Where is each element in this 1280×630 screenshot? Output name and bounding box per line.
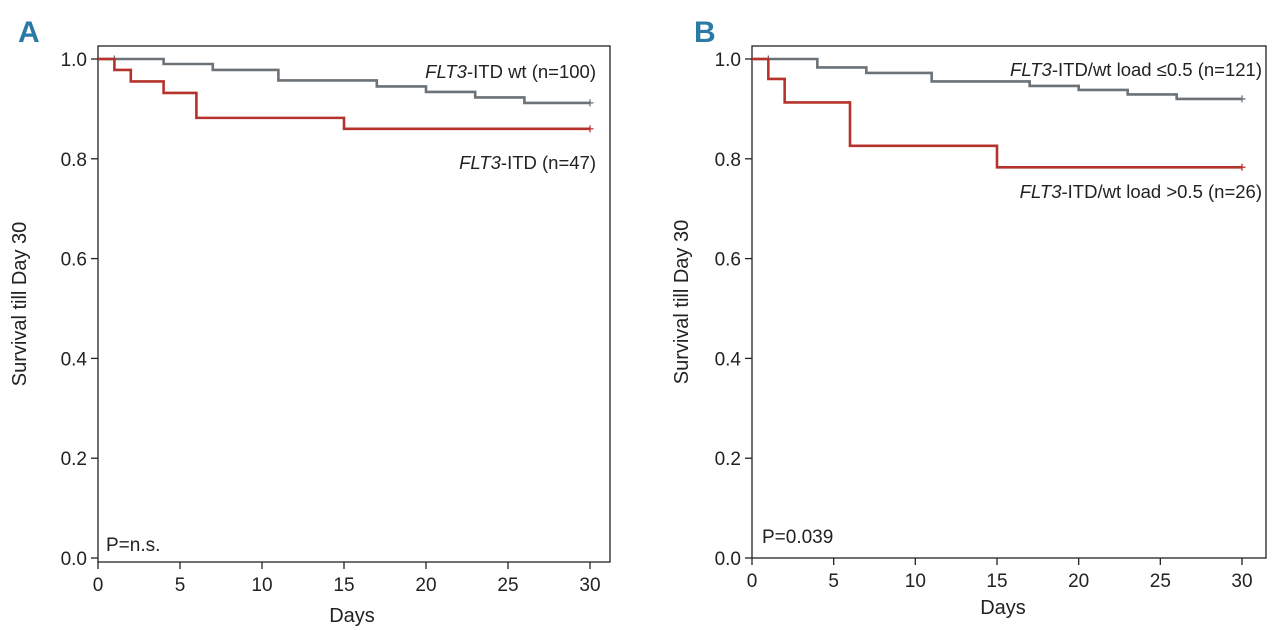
panel-a-x-tick-label-25: 25 xyxy=(497,575,518,596)
panel-b-legend-high-rest: -ITD/wt load >0.5 (n=26) xyxy=(1061,181,1262,202)
panel-b-series xyxy=(752,55,1246,171)
panel-a: A 0 5 10 15 20 25 30 0.0 0.2 0.4 0.6 0.8 1.0 Days Su… xyxy=(9,16,611,627)
panel-a-legend-wt: FLT3-ITD wt (n=100) xyxy=(425,61,596,82)
panel-a-y-tick-label-4: 0.8 xyxy=(61,150,87,171)
panel-a-x-tick-label-10: 10 xyxy=(251,575,272,596)
panel-a-legend-itd-gene: FLT3 xyxy=(459,152,502,173)
panel-b-x-tick-label-0: 0 xyxy=(747,571,758,592)
panel-a-y-tick-label-3: 0.6 xyxy=(61,250,87,271)
panel-b-x-tick-label-30: 30 xyxy=(1231,571,1252,592)
panel-b-x-tick-label-20: 20 xyxy=(1068,571,1089,592)
panel-b-y-tick-label-0: 0.0 xyxy=(715,549,741,570)
panel-b-series-0-censor-1 xyxy=(1238,95,1246,103)
panel-b-x-label: Days xyxy=(980,597,1026,619)
panel-b-legend-low-gene: FLT3 xyxy=(1010,59,1053,80)
panel-b-y-tick-label-4: 0.8 xyxy=(715,150,741,171)
panel-a-series-1-censor-0 xyxy=(586,125,594,133)
panel-b-y-tick-label-5: 1.0 xyxy=(715,50,741,71)
panel-a-legend-wt-gene: FLT3 xyxy=(425,61,468,82)
panel-b-x-tick-label-10: 10 xyxy=(905,571,926,592)
panel-b-y-tick-label-1: 0.2 xyxy=(715,449,741,470)
panel-a-x-tick-label-15: 15 xyxy=(333,575,354,596)
panel-a-y-tick-label-0: 0.0 xyxy=(61,549,87,570)
panel-a-series-0-censor-1 xyxy=(586,99,594,107)
panel-b-y-tick-label-2: 0.4 xyxy=(715,349,742,370)
panel-b-letter: B xyxy=(694,16,716,49)
panel-b-x-tick-label-25: 25 xyxy=(1150,571,1171,592)
panel-a-x-tick-label-0: 0 xyxy=(93,575,104,596)
panel-a-y-tick-label-1: 0.2 xyxy=(61,449,87,470)
panel-b-series-0-curve xyxy=(752,57,1242,101)
panel-a-letter: A xyxy=(18,16,40,49)
panel-a-x-tick-label-30: 30 xyxy=(579,575,600,596)
panel-a-y-tick-label-5: 1.0 xyxy=(61,50,87,71)
panel-a-x-tick-label-5: 5 xyxy=(175,575,186,596)
panel-a-legend-itd: FLT3-ITD (n=47) xyxy=(459,152,596,173)
panel-b-legend-low-rest: -ITD/wt load ≤0.5 (n=121) xyxy=(1052,59,1262,80)
panel-b-legend-high: FLT3-ITD/wt load >0.5 (n=26) xyxy=(1020,181,1262,202)
panel-b-legend-high-gene: FLT3 xyxy=(1020,181,1063,202)
panel-a-p-value: P=n.s. xyxy=(106,535,160,556)
panel-b-ticks: 0 5 10 15 20 25 30 0.0 0.2 0.4 0.6 0.8 1.0 xyxy=(715,50,1253,592)
panel-a-x-label: Days xyxy=(329,605,375,627)
panel-a-x-tick-label-20: 20 xyxy=(415,575,436,596)
panel-a-ticks: 0 5 10 15 20 25 30 0.0 0.2 0.4 0.6 0.8 1.0 xyxy=(61,50,601,596)
panel-a-y-tick-label-2: 0.4 xyxy=(61,349,88,370)
panel-b-frame xyxy=(751,45,1267,559)
panel-b-x-tick-label-15: 15 xyxy=(986,571,1007,592)
panel-b-y-label: Survival till Day 30 xyxy=(671,220,693,385)
panel-a-series-1-curve xyxy=(98,57,590,131)
panel-a-series xyxy=(98,55,594,133)
panel-b-series-1-curve xyxy=(752,57,1242,169)
panel-b-y-tick-label-3: 0.6 xyxy=(715,250,741,271)
panel-b-p-value: P=0.039 xyxy=(762,527,833,548)
panel-b-series-1-censor-0 xyxy=(1238,163,1246,171)
panel-b-x-tick-label-5: 5 xyxy=(828,571,839,592)
panel-a-legend-wt-rest: -ITD wt (n=100) xyxy=(467,61,596,82)
panel-a-series-0-curve xyxy=(98,57,590,105)
panel-b-legend-low: FLT3-ITD/wt load ≤0.5 (n=121) xyxy=(1010,59,1262,80)
panel-a-legend-itd-rest: -ITD (n=47) xyxy=(501,152,596,173)
panel-a-y-label: Survival till Day 30 xyxy=(9,222,31,387)
panel-a-frame xyxy=(97,45,611,563)
panel-b: B 0 5 10 15 20 25 30 0.0 0.2 0.4 0.6 0.8 1.0 Days Su… xyxy=(671,16,1267,619)
